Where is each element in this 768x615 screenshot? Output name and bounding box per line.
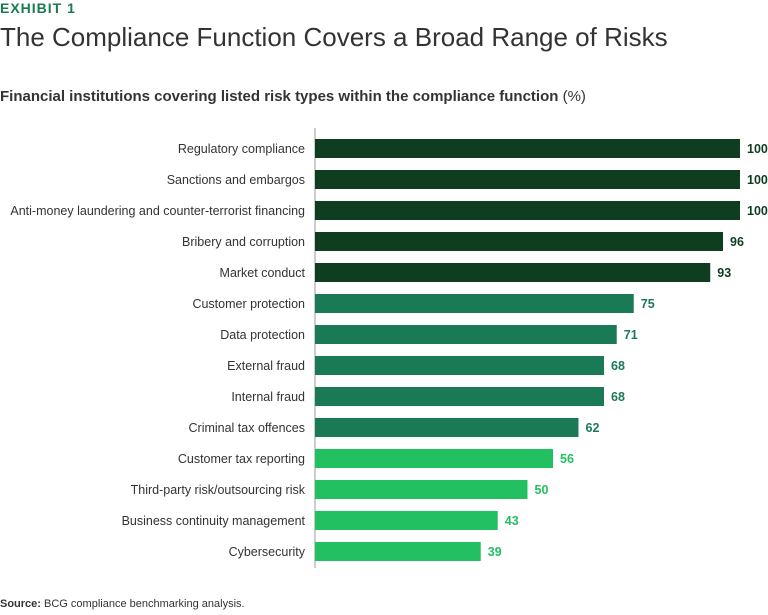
value-label: 71 [624, 328, 638, 342]
value-label: 62 [586, 421, 600, 435]
value-label: 56 [560, 452, 574, 466]
category-label: Sanctions and embargos [167, 173, 305, 187]
value-label: 100 [747, 142, 768, 156]
exhibit-label: EXHIBIT 1 [0, 0, 76, 16]
category-label: Internal fraud [231, 390, 305, 404]
bar [315, 356, 604, 375]
value-label: 68 [611, 390, 625, 404]
category-label: Market conduct [220, 266, 306, 280]
bar [315, 387, 604, 406]
bar [315, 170, 740, 189]
bar [315, 480, 528, 499]
chart-title: The Compliance Function Covers a Broad R… [0, 22, 668, 52]
value-label: 100 [747, 204, 768, 218]
bar [315, 418, 579, 437]
bar [315, 263, 711, 282]
value-label: 93 [717, 266, 731, 280]
value-label: 43 [505, 514, 519, 528]
category-label: External fraud [227, 359, 305, 373]
chart-subtitle: Financial institutions covering listed r… [0, 88, 586, 105]
bar [315, 325, 617, 344]
bar [315, 511, 498, 530]
value-label: 39 [488, 545, 502, 559]
source-note: Source: BCG compliance benchmarking anal… [0, 598, 245, 610]
category-label: Cybersecurity [229, 545, 306, 559]
bar [315, 139, 740, 158]
category-label: Third-party risk/outsourcing risk [131, 483, 306, 497]
category-label: Data protection [220, 328, 305, 342]
bar [315, 201, 740, 220]
category-label: Anti-money laundering and counter-terror… [10, 204, 305, 218]
category-label: Bribery and corruption [182, 235, 305, 249]
subtitle-unit: (%) [562, 88, 586, 105]
category-label: Regulatory compliance [178, 142, 305, 156]
bar [315, 294, 634, 313]
value-label: 68 [611, 359, 625, 373]
category-label: Business continuity management [122, 514, 306, 528]
bar-chart: Regulatory compliance 100 Sanctions and em… [10, 128, 768, 568]
value-label: 96 [730, 235, 744, 249]
subtitle-text: Financial institutions covering listed r… [0, 88, 559, 105]
category-label: Customer tax reporting [178, 452, 305, 466]
bar [315, 232, 723, 251]
value-label: 50 [535, 483, 549, 497]
bar [315, 542, 481, 561]
category-label: Customer protection [192, 297, 305, 311]
source-text: BCG compliance benchmarking analysis. [44, 598, 245, 610]
value-label: 75 [641, 297, 655, 311]
bar [315, 449, 553, 468]
source-label: Source: [0, 598, 41, 610]
category-label: Criminal tax offences [189, 421, 306, 435]
value-label: 100 [747, 173, 768, 187]
